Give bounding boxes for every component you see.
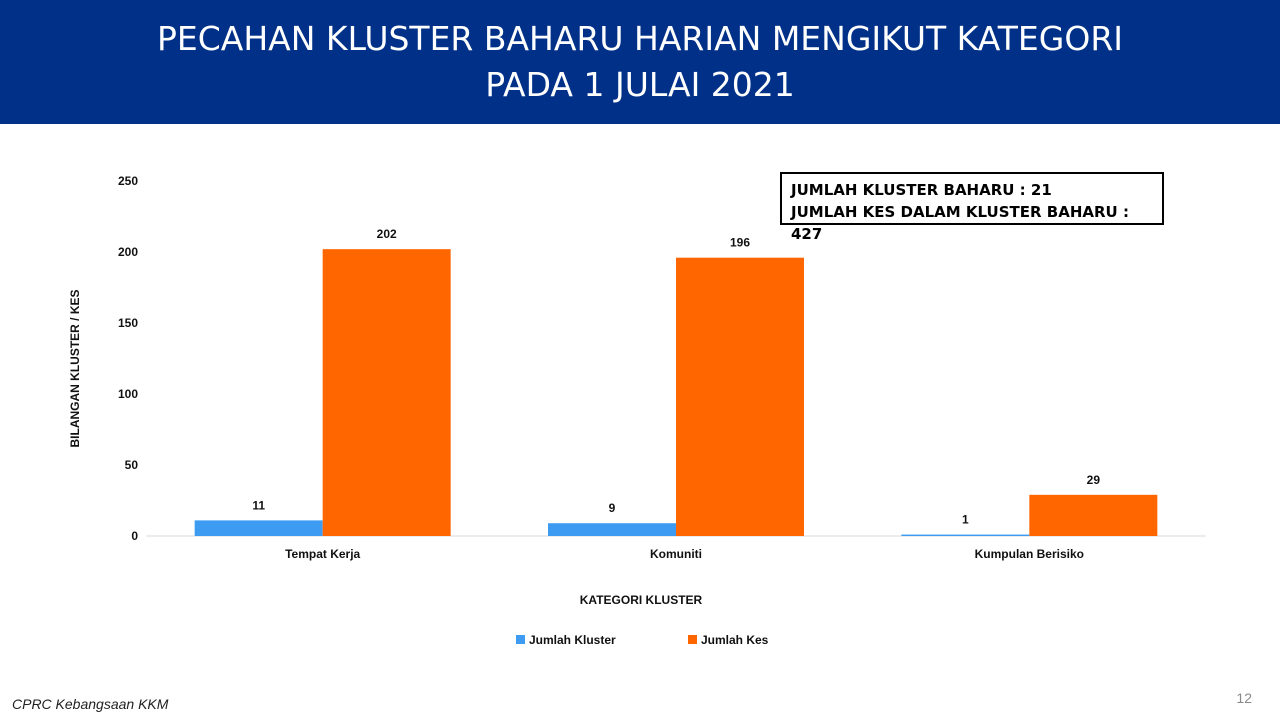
bar <box>548 523 676 536</box>
legend-label: Jumlah Kes <box>701 633 769 647</box>
summary-total-cases: JUMLAH KES DALAM KLUSTER BAHARU : 427 <box>791 203 1129 243</box>
bar <box>676 257 804 536</box>
y-tick-label: 100 <box>118 387 138 401</box>
slide-header: PECAHAN KLUSTER BAHARU HARIAN MENGIKUT K… <box>0 0 1280 124</box>
data-label: 9 <box>609 501 616 515</box>
legend-swatch <box>516 635 525 644</box>
slide-title-line-2: PADA 1 JULAI 2021 <box>485 65 795 104</box>
y-tick-label: 50 <box>125 458 139 472</box>
slide-title-line-1: PECAHAN KLUSTER BAHARU HARIAN MENGIKUT K… <box>157 19 1123 58</box>
x-tick-label: Tempat Kerja <box>285 547 360 561</box>
summary-box: JUMLAH KLUSTER BAHARU : 21 JUMLAH KES DA… <box>780 172 1164 243</box>
x-tick-label: Kumpulan Berisiko <box>975 547 1084 561</box>
bar <box>1029 494 1158 536</box>
y-tick-label: 200 <box>118 245 138 259</box>
data-label: 1 <box>962 513 969 527</box>
y-tick-label: 0 <box>131 529 138 543</box>
data-label: 29 <box>1087 473 1101 487</box>
bar <box>322 249 451 536</box>
legend-label: Jumlah Kluster <box>529 633 616 647</box>
y-tick-label: 150 <box>118 316 138 330</box>
page-number: 12 <box>1236 690 1252 706</box>
x-tick-label: Komuniti <box>650 547 702 561</box>
data-label: 11 <box>252 498 265 512</box>
footer-source: CPRC Kebangsaan KKM <box>12 696 169 712</box>
data-label: 202 <box>377 227 397 241</box>
x-axis-title: KATEGORI KLUSTER <box>580 593 703 607</box>
bar-chart: 0 50 100 150 200 250 11 202 Tempat Kerja 9 196 Komu… <box>68 174 1206 647</box>
legend-swatch <box>688 635 697 644</box>
bar <box>194 520 323 536</box>
bar <box>901 534 1030 536</box>
y-axis-title: BILANGAN KLUSTER / KES <box>68 289 82 447</box>
data-label: 196 <box>730 236 750 250</box>
y-tick-label: 250 <box>118 174 138 188</box>
summary-total-clusters: JUMLAH KLUSTER BAHARU : 21 <box>791 181 1052 199</box>
